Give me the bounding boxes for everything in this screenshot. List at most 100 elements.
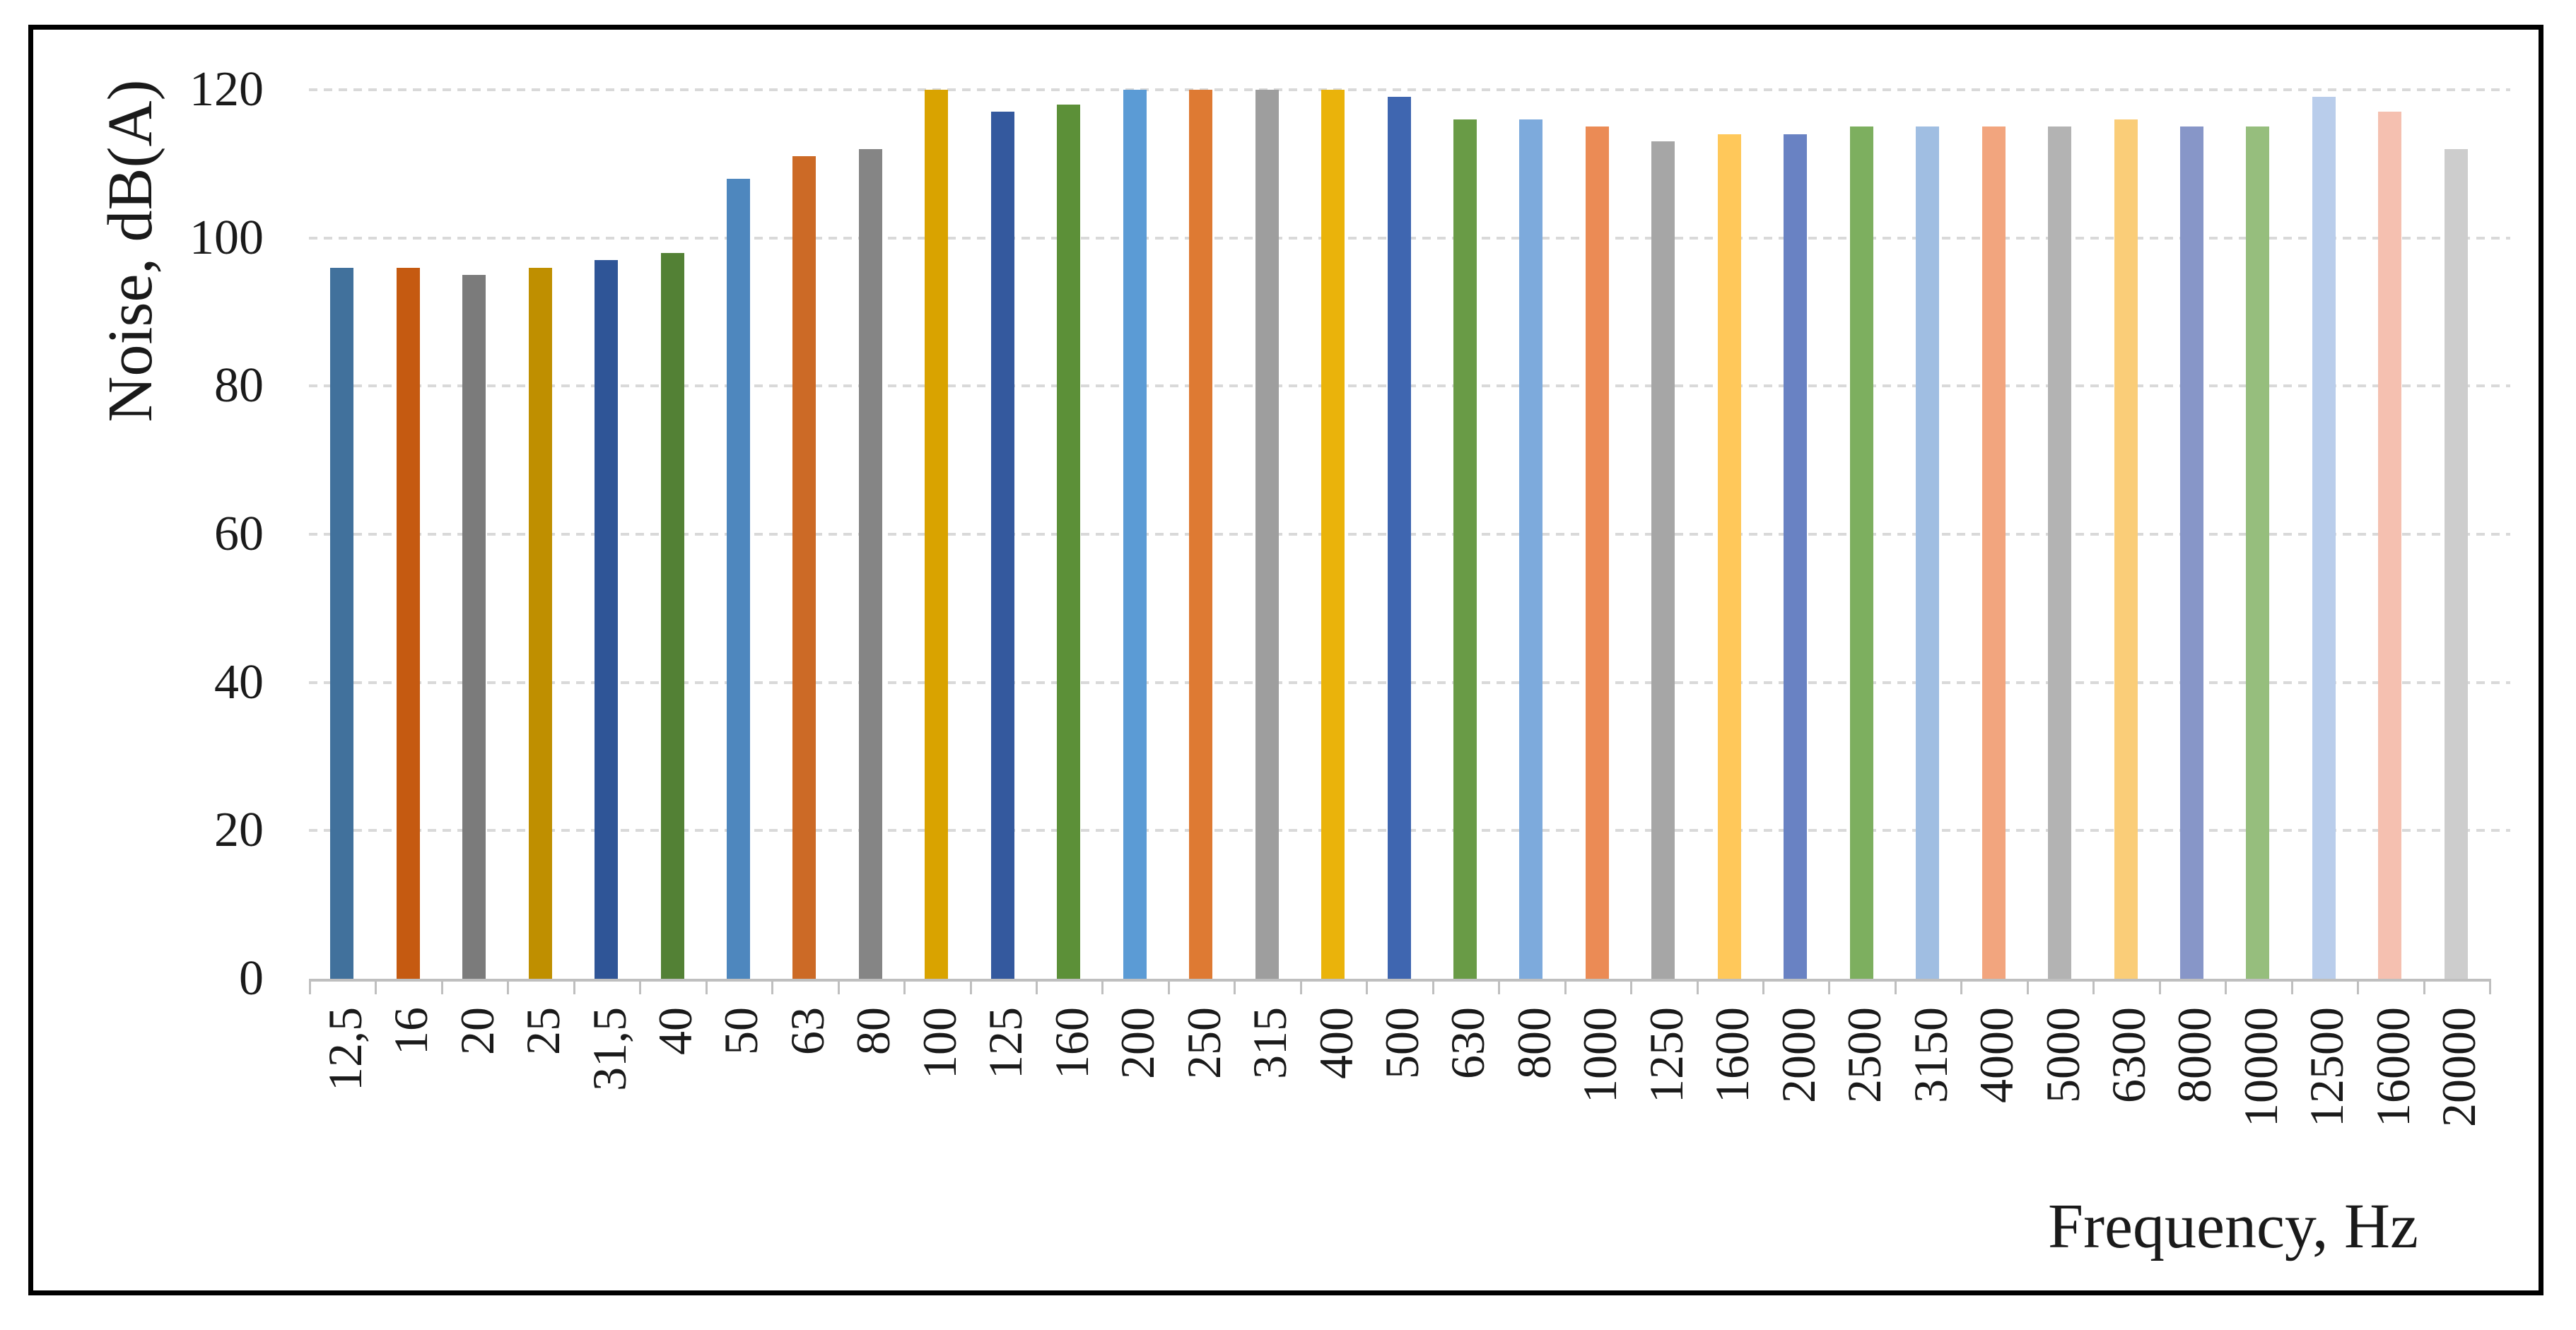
- x-tick-label-1250: 1250: [1639, 1007, 1693, 1103]
- x-axis-tick: [903, 979, 906, 994]
- x-tick-label-12500: 12500: [2300, 1007, 2354, 1127]
- x-tick-label-1600: 1600: [1705, 1007, 1760, 1103]
- x-tick-label-2500: 2500: [1837, 1007, 1892, 1103]
- bar-800Hz: [1519, 119, 1543, 979]
- x-axis-tick: [1564, 979, 1567, 994]
- x-axis-tick: [2357, 979, 2360, 994]
- x-tick-label-2000: 2000: [1771, 1007, 1825, 1103]
- bar-4000Hz: [1981, 126, 2006, 979]
- x-axis-tick: [837, 979, 840, 994]
- x-tick-label-80: 80: [846, 1007, 901, 1055]
- x-axis-tick: [1036, 979, 1038, 994]
- y-tick-label-80: 80: [214, 358, 264, 413]
- x-tick-label-100: 100: [912, 1007, 966, 1079]
- x-tick-label-250: 250: [1176, 1007, 1231, 1079]
- x-axis-tick: [1299, 979, 1302, 994]
- x-tick-label-500: 500: [1375, 1007, 1429, 1079]
- x-tick-label-3150: 3150: [1903, 1007, 1957, 1103]
- bar-3150Hz: [1916, 126, 1940, 979]
- bar-10000Hz: [2246, 126, 2270, 979]
- bar-1000Hz: [1585, 126, 1609, 979]
- x-axis-tick: [309, 979, 311, 994]
- x-tick-label-5000: 5000: [2035, 1007, 2090, 1103]
- x-tick-label-125: 125: [978, 1007, 1033, 1079]
- bar-315Hz: [1255, 90, 1279, 979]
- bar-2000Hz: [1784, 134, 1808, 979]
- x-axis-tick: [705, 979, 708, 994]
- x-axis-title: Frequency, Hz: [2048, 1191, 2418, 1261]
- bar-16Hz: [396, 267, 420, 979]
- x-tick-label-1000: 1000: [1573, 1007, 1627, 1103]
- x-tick-label-160: 160: [1044, 1007, 1099, 1079]
- x-axis-tick: [639, 979, 642, 994]
- bar-12_5Hz: [330, 267, 354, 979]
- bar-125Hz: [990, 112, 1014, 979]
- bar-160Hz: [1057, 104, 1081, 979]
- x-axis-tick: [1234, 979, 1236, 994]
- bar-400Hz: [1321, 90, 1345, 979]
- y-tick-label-0: 0: [239, 951, 264, 1006]
- x-tick-label-630: 630: [1441, 1007, 1495, 1079]
- x-axis-tick: [375, 979, 377, 994]
- x-axis-tick: [1960, 979, 1963, 994]
- x-axis-tick: [1101, 979, 1104, 994]
- x-axis-tick: [1696, 979, 1699, 994]
- bar-63Hz: [792, 156, 816, 979]
- x-tick-label-12_5: 12,5: [317, 1007, 372, 1091]
- x-axis-tick: [969, 979, 972, 994]
- y-tick-label-40: 40: [214, 654, 264, 710]
- bar-8000Hz: [2179, 126, 2203, 979]
- x-tick-label-200: 200: [1111, 1007, 1165, 1079]
- bar-200Hz: [1123, 90, 1147, 979]
- bar-630Hz: [1453, 119, 1477, 979]
- bar-100Hz: [925, 90, 949, 979]
- x-axis-tick: [2423, 979, 2425, 994]
- x-tick-label-10000: 10000: [2233, 1007, 2288, 1127]
- bar-80Hz: [858, 148, 882, 979]
- x-tick-label-16000: 16000: [2365, 1007, 2420, 1127]
- y-tick-label-120: 120: [189, 62, 264, 117]
- x-tick-label-4000: 4000: [1969, 1007, 2024, 1103]
- bar-40Hz: [660, 252, 684, 979]
- x-axis-tick: [507, 979, 510, 994]
- x-axis-tick: [1762, 979, 1764, 994]
- x-tick-label-20000: 20000: [2432, 1007, 2486, 1127]
- bar-20000Hz: [2444, 148, 2468, 979]
- x-axis-tick: [2092, 979, 2095, 994]
- x-tick-label-40: 40: [648, 1007, 702, 1055]
- x-axis-tick: [1498, 979, 1501, 994]
- x-tick-label-20: 20: [450, 1007, 504, 1055]
- x-tick-label-25: 25: [516, 1007, 570, 1055]
- bar-12500Hz: [2312, 97, 2336, 979]
- bar-50Hz: [726, 178, 750, 979]
- gridline-120: [309, 88, 2510, 91]
- y-tick-label-20: 20: [214, 803, 264, 858]
- y-tick-label-60: 60: [214, 507, 264, 561]
- x-axis-tick: [1366, 979, 1369, 994]
- y-tick-label-100: 100: [189, 210, 264, 265]
- x-axis-line: [309, 979, 2489, 982]
- x-tick-label-6300: 6300: [2102, 1007, 2155, 1103]
- x-axis-tick: [573, 979, 575, 994]
- x-tick-label-8000: 8000: [2167, 1007, 2222, 1103]
- x-tick-label-800: 800: [1506, 1007, 1561, 1079]
- x-axis-tick: [1894, 979, 1897, 994]
- x-axis-tick: [771, 979, 774, 994]
- bar-250Hz: [1189, 90, 1213, 979]
- x-tick-label-31_5: 31,5: [582, 1007, 636, 1091]
- chart-border-frame: Noise, dB(A) Frequency, Hz 0 20 40 60 80 100 1…: [28, 25, 2543, 1295]
- bar-6300Hz: [2114, 119, 2138, 979]
- x-tick-label-315: 315: [1243, 1007, 1297, 1079]
- x-axis-tick: [2026, 979, 2029, 994]
- bar-2500Hz: [1849, 126, 1873, 979]
- bar-1600Hz: [1717, 134, 1741, 979]
- x-axis-tick: [2489, 979, 2491, 994]
- bar-16000Hz: [2378, 112, 2402, 979]
- x-axis-tick: [2290, 979, 2293, 994]
- bar-25Hz: [528, 267, 552, 979]
- x-axis-tick: [1828, 979, 1831, 994]
- x-tick-label-50: 50: [714, 1007, 768, 1055]
- bar-20Hz: [462, 275, 486, 979]
- x-tick-label-16: 16: [384, 1007, 438, 1055]
- x-tick-label-400: 400: [1309, 1007, 1363, 1079]
